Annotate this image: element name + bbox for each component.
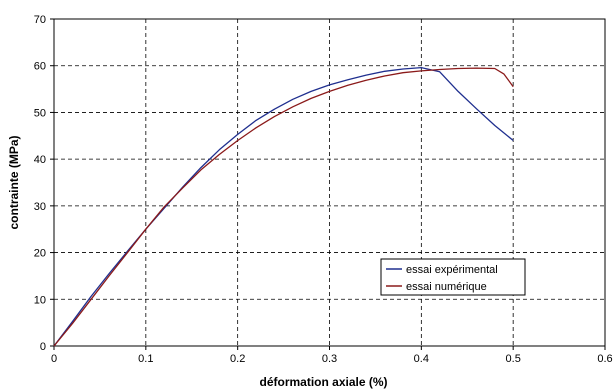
series-line-experimental bbox=[53, 66, 514, 347]
y-tick-label: 0 bbox=[40, 341, 46, 353]
y-tick-label: 70 bbox=[34, 14, 46, 26]
y-tick-label: 50 bbox=[34, 107, 46, 119]
axis-ticks: 0 10 20 30 40 50 60 70 0 0.1 0.2 0.3 0.4 0.5 0.6 bbox=[34, 14, 613, 365]
legend: essai expérimental essai numérique bbox=[380, 258, 526, 296]
legend-box bbox=[380, 258, 526, 296]
y-tick-label: 30 bbox=[34, 201, 46, 213]
grid bbox=[54, 19, 605, 346]
y-tick-label: 20 bbox=[34, 248, 46, 260]
x-axis-title: déformation axiale (%) bbox=[259, 375, 387, 389]
x-tick-label: 0.5 bbox=[506, 353, 521, 365]
legend-label: essai numérique bbox=[406, 281, 487, 293]
y-tick-label: 10 bbox=[34, 294, 46, 306]
series-group bbox=[53, 66, 514, 347]
x-tick-label: 0.1 bbox=[138, 353, 153, 365]
x-tick-label: 0.2 bbox=[230, 353, 245, 365]
series-line-numerical bbox=[53, 67, 514, 347]
y-tick-label: 60 bbox=[34, 61, 46, 73]
x-tick-label: 0 bbox=[51, 353, 57, 365]
x-tick-label: 0.3 bbox=[322, 353, 337, 365]
y-tick-label: 40 bbox=[34, 154, 46, 166]
legend-label: essai expérimental bbox=[406, 264, 498, 276]
x-tick-label: 0.6 bbox=[597, 353, 612, 365]
x-tick-label: 0.4 bbox=[414, 353, 429, 365]
y-axis-title: contrainte (MPa) bbox=[7, 135, 21, 229]
